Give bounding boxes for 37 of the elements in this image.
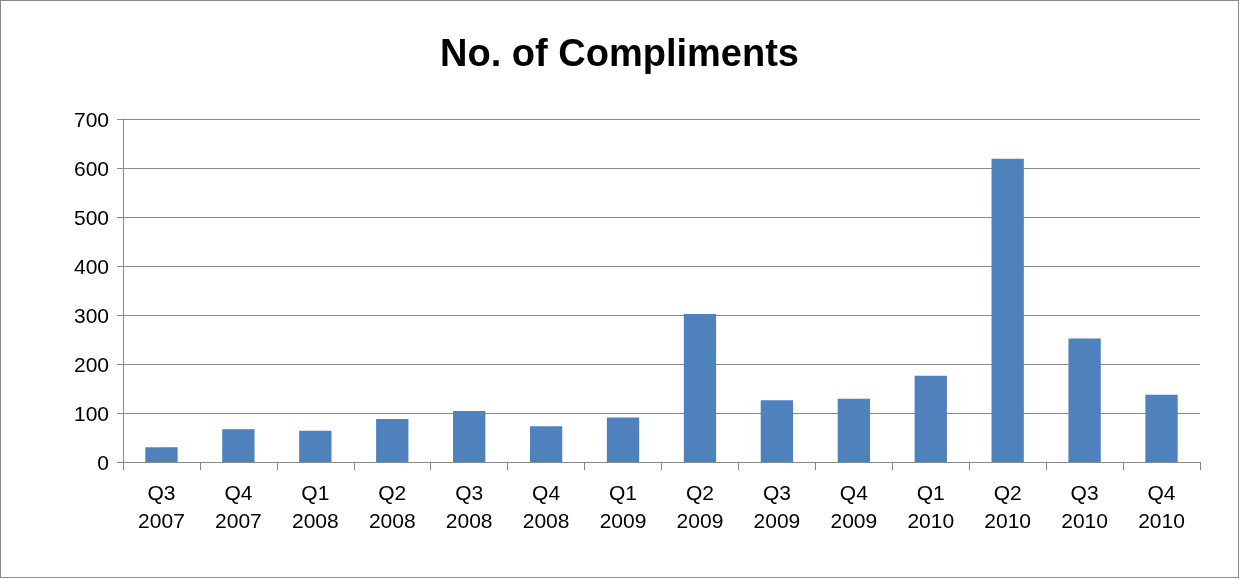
bar [914, 375, 947, 462]
y-tick-label: 300 [73, 303, 109, 327]
y-tick-label: 200 [73, 352, 109, 376]
x-tick-label: Q2 2009 [676, 480, 724, 532]
y-tick-label: 700 [73, 107, 109, 131]
x-tick-label: Q3 2007 [138, 480, 185, 532]
x-tick-label: Q1 2010 [907, 480, 955, 532]
bar [1145, 394, 1178, 462]
x-tick-label: Q3 2008 [445, 480, 493, 532]
x-tick-label: Q4 2008 [522, 480, 570, 532]
x-tick-label: Q2 2008 [368, 480, 416, 532]
x-tick-label: Q2 2010 [984, 480, 1032, 532]
y-tick-label: 400 [73, 254, 109, 278]
y-tick-label: 100 [73, 401, 109, 425]
y-tick-label: 0 [97, 450, 109, 474]
chart-title: No. of Compliments [440, 32, 799, 74]
bar [606, 417, 640, 462]
bar [837, 398, 870, 462]
bar [760, 400, 794, 462]
y-tick-label: 600 [73, 156, 109, 180]
x-tick-label: Q1 2009 [599, 480, 647, 532]
bar [991, 158, 1024, 462]
x-tick-label: Q3 2009 [753, 480, 801, 532]
bar [453, 411, 486, 462]
bar [1068, 338, 1101, 462]
bar [376, 418, 409, 462]
x-tick-label: Q3 2010 [1061, 480, 1108, 532]
bar [299, 430, 332, 462]
bar [529, 426, 563, 462]
bar [145, 447, 178, 462]
x-tick-label: Q4 2010 [1138, 480, 1185, 532]
x-tick-label: Q4 2009 [830, 480, 878, 532]
bar [222, 429, 255, 462]
x-tick-label: Q4 2007 [215, 480, 262, 532]
bar [683, 314, 717, 462]
x-tick-label: Q1 2008 [291, 480, 339, 532]
y-tick-label: 500 [73, 205, 109, 229]
